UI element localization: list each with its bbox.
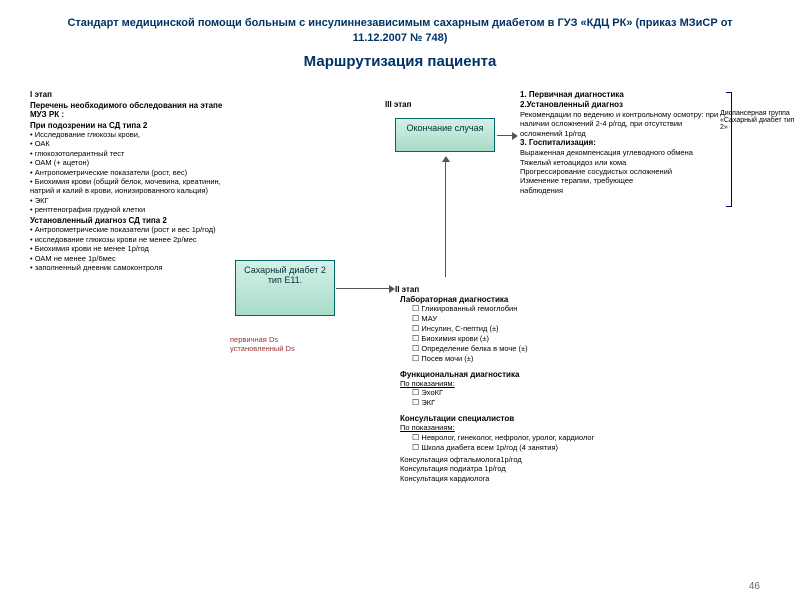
list-item: Консультация кардиолога [400,474,660,483]
stage2-column: Лабораторная диагностика Гликированный г… [400,295,660,483]
list-item: Консультация подиатра 1р/год [400,464,660,473]
list-item: Посев мочи (±) [412,354,660,364]
list-item: глюкозотолерантный тест [30,149,240,158]
ds-note: первичная Ds установленный Ds [230,335,350,353]
box-case-end: Окончание случая [395,118,495,152]
stage1-column: I этап Перечень необходимого обследовани… [30,90,240,272]
list-item: ОАМ не менее 1р/6мес [30,254,240,263]
list-item: Антропометрические показатели (рост и ве… [30,225,240,234]
list-item: ОАМ (+ ацетон) [30,158,240,167]
lab-head: Лабораторная диагностика [400,295,660,304]
list-item: Определение белка в моче (±) [412,344,660,354]
box-diabetes-type2: Сахарный диабет 2 тип Е11. [235,260,335,316]
func-sub: По показаниям: [400,379,660,388]
list-item: Инсулин, С-пептид (±) [412,324,660,334]
stage1-list1: Исследование глюкозы крови,ОАКглюкозотол… [30,130,240,214]
ds-primary: первичная Ds [230,335,350,344]
tr-h2: 2.Установленный диагноз [520,100,725,110]
lab-list: Гликированный гемоглобинМАУИнсулин, С-пе… [400,304,660,364]
func-head: Функциональная диагностика [400,370,660,379]
cons-list: Невролог, гинеколог, нефролог, уролог, к… [400,433,660,453]
cons-sub: По показаниям: [400,423,660,432]
list-item: Исследование глюкозы крови, [30,130,240,139]
sub-title: Маршрутизация пациента [40,53,760,70]
dispensary-group-label: Диспансерная группа «Сахарный диабет тип… [720,110,795,131]
arrow-icon [336,288,394,289]
tr-t3a: Выраженная декомпенсация углеводного обм… [520,148,725,157]
tr-t2: Рекомендации по ведению и контрольному о… [520,110,725,138]
list-item: Биохимия крови (±) [412,334,660,344]
cons-tail: Консультация офтальмолога1р/годКонсульта… [400,455,660,483]
list-item: Гликированный гемоглобин [412,304,660,314]
tr-t3d: Изменение терапии, требующее [520,176,725,185]
list-item: Биохимия крови (общий белок, мочевина, к… [30,177,240,196]
tr-t3e: наблюдения [520,186,725,195]
ds-established: установленный Ds [230,344,350,353]
stage1-sub2: Установленный диагноз СД типа 2 [30,216,240,225]
list-item: Школа диабета всем 1р/год (4 занятия) [412,443,660,453]
arrow-icon [497,135,517,136]
list-item: МАУ [412,314,660,324]
list-item: Консультация офтальмолога1р/год [400,455,660,464]
title-area: Стандарт медицинской помощи больным с ин… [0,0,800,74]
tr-h1: 1. Первичная диагностика [520,90,725,100]
list-item: рентгенография грудной клетки [30,205,240,214]
arrow-icon [445,157,446,277]
tr-h3: 3. Госпитализация: [520,138,725,148]
page-number: 46 [749,581,760,592]
stage1-list2: Антропометрические показатели (рост и ве… [30,225,240,272]
list-item: ОАК [30,139,240,148]
func-list: ЭхоКГЭКГ [400,388,660,408]
diagram-content: I этап Перечень необходимого обследовани… [0,90,800,600]
list-item: исследование глюкозы крови не менее 2р/м… [30,235,240,244]
tr-t3b: Тяжелый кетоацидоз или кома [520,158,725,167]
list-item: Биохимия крови не менее 1р/год [30,244,240,253]
list-item: ЭхоКГ [412,388,660,398]
main-title: Стандарт медицинской помощи больным с ин… [40,16,760,47]
stage3-label: III этап [385,100,411,109]
stage1-sub1: При подозрении на СД типа 2 [30,121,240,130]
list-item: заполненный дневник самоконтроля [30,263,240,272]
tr-t3c: Прогрессирование сосудистых осложнений [520,167,725,176]
stage1-label: I этап [30,90,240,99]
stage1-header: Перечень необходимого обследования на эт… [30,101,240,119]
list-item: ЭКГ [412,398,660,408]
top-right-block: 1. Первичная диагностика 2.Установленный… [520,90,725,195]
stage2-label: II этап [395,285,419,294]
list-item: Антропометрические показатели (рост, вес… [30,168,240,177]
list-item: Невролог, гинеколог, нефролог, уролог, к… [412,433,660,443]
cons-head: Консультации специалистов [400,414,660,423]
list-item: ЭКГ [30,196,240,205]
